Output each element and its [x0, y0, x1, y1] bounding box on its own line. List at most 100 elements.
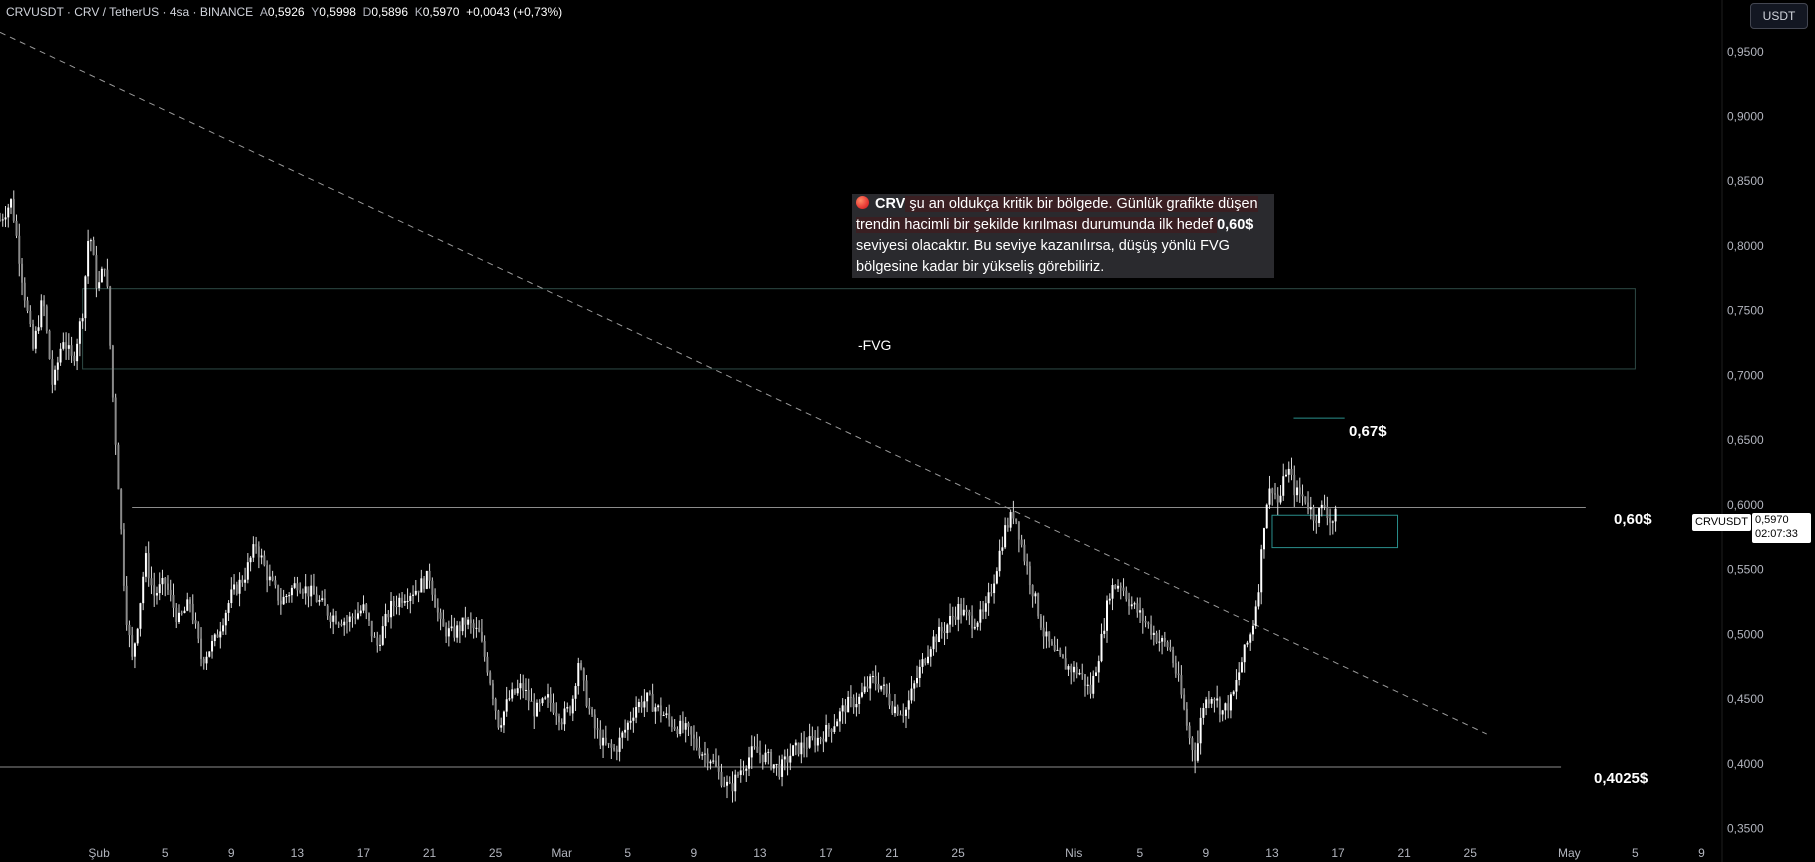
candle-body-211 [580, 663, 583, 669]
candle-body-222 [610, 743, 613, 748]
candle-body-274 [753, 746, 756, 748]
candle-body-75 [205, 656, 208, 664]
candle-body-98 [268, 576, 271, 581]
candle-body-158 [434, 594, 437, 608]
candle-body-376 [1034, 593, 1037, 597]
candle-body-246 [676, 729, 679, 735]
candle-body-453 [1246, 642, 1249, 645]
candle-body-465 [1279, 495, 1282, 503]
candle-body-157 [431, 580, 434, 595]
candle-body-127 [348, 616, 351, 622]
candle-body-471 [1296, 487, 1299, 496]
candle-body-419 [1152, 632, 1155, 635]
candle-body-25 [67, 345, 70, 349]
candle-body-237 [651, 693, 654, 712]
candle-body-358 [984, 603, 987, 612]
candle-body-399 [1097, 661, 1100, 673]
candle-body-345 [949, 616, 952, 625]
candle-body-29 [78, 321, 81, 344]
note-text-1: şu an oldukça kritik bir bölgede. Günlük… [856, 196, 1258, 233]
candle-body-442 [1216, 698, 1219, 701]
candle-body-223 [613, 747, 616, 750]
candle-body-7 [18, 235, 21, 264]
candle-body-275 [756, 746, 759, 753]
candle-body-134 [368, 613, 371, 621]
candle-body-308 [847, 696, 850, 713]
candle-body-283 [778, 764, 781, 777]
candle-body-31 [84, 276, 87, 319]
candle-body-167 [458, 625, 461, 632]
candle-body-280 [770, 751, 773, 769]
candle-body-256 [703, 753, 706, 755]
candle-body-35 [95, 255, 98, 289]
candle-body-141 [387, 613, 390, 618]
candle-body-394 [1083, 674, 1086, 686]
last-price: 0,5970 [1755, 514, 1789, 526]
candle-body-179 [491, 683, 494, 699]
candle-body-203 [558, 716, 561, 723]
candle-body-254 [698, 747, 701, 756]
y-tick-label-5: 0,6000 [1727, 498, 1764, 512]
y-tick-label-0: 0,3500 [1727, 822, 1764, 836]
candle-body-331 [910, 688, 913, 701]
note-target: 0,60$ [1217, 217, 1254, 233]
currency-button[interactable]: USDT [1750, 3, 1808, 29]
candle-body-112 [307, 586, 310, 597]
candle-body-392 [1078, 672, 1081, 675]
x-tick-label-14: Nis [1065, 846, 1082, 860]
candle-body-178 [489, 672, 492, 684]
candle-body-132 [362, 604, 365, 611]
candle-body-206 [566, 707, 569, 709]
candle-body-227 [624, 729, 627, 733]
candle-body-402 [1106, 600, 1109, 631]
candle-body-10 [26, 300, 29, 311]
candle-body-23 [62, 342, 65, 349]
y-tick-label-7: 0,7000 [1727, 368, 1764, 382]
candle-body-73 [200, 638, 203, 659]
x-tick-label-11: 17 [819, 846, 833, 860]
candle-body-440 [1210, 699, 1213, 704]
y-tick-label-4: 0,5500 [1727, 563, 1764, 577]
candle-body-159 [436, 607, 439, 613]
candle-body-120 [329, 615, 332, 622]
candle-body-137 [376, 637, 379, 646]
candle-body-253 [695, 738, 698, 748]
candle-body-89 [244, 579, 247, 583]
candle-body-463 [1273, 493, 1276, 495]
candle-body-430 [1183, 694, 1186, 709]
candle-body-310 [852, 697, 855, 708]
candle-body-476 [1309, 507, 1312, 510]
candle-body-284 [781, 759, 784, 777]
candle-body-42 [114, 397, 117, 445]
analysis-note[interactable]: CRV şu an oldukça kritik bir bölgede. Gü… [852, 194, 1274, 278]
candle-body-148 [406, 601, 409, 603]
candle-body-444 [1221, 710, 1224, 715]
candle-body-422 [1161, 638, 1164, 642]
candle-body-142 [390, 600, 393, 618]
candle-body-183 [502, 711, 505, 726]
candle-body-306 [841, 705, 844, 712]
candle-body-268 [737, 774, 740, 776]
candle-body-226 [621, 732, 624, 738]
candle-body-278 [764, 752, 767, 763]
candle-body-455 [1251, 625, 1254, 635]
candle-body-344 [946, 624, 949, 634]
candle-body-81 [222, 625, 225, 632]
candle-body-423 [1163, 638, 1166, 642]
candle-body-325 [893, 706, 896, 714]
candle-body-288 [792, 745, 795, 756]
candle-body-105 [288, 595, 291, 597]
candle-body-401 [1103, 630, 1106, 634]
candle-body-437 [1202, 708, 1205, 718]
candle-body-228 [626, 722, 629, 730]
candle-body-342 [940, 626, 943, 632]
candle-body-62 [169, 589, 172, 595]
candle-body-245 [673, 727, 676, 730]
candle-body-336 [924, 659, 927, 664]
candle-body-3 [7, 207, 10, 218]
candle-body-412 [1133, 603, 1136, 605]
candle-body-28 [76, 343, 79, 362]
candle-body-409 [1125, 590, 1128, 600]
